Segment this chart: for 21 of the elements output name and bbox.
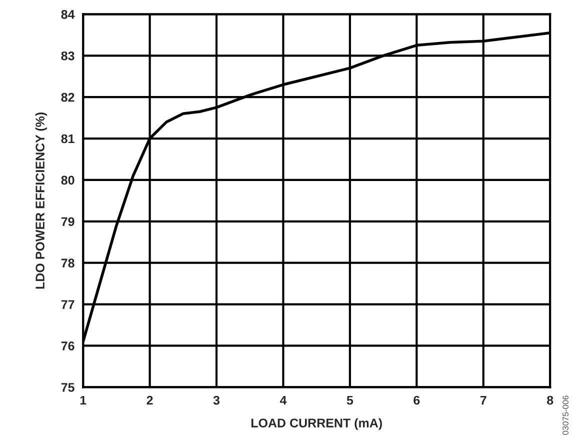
x-tick-label: 3	[213, 396, 220, 405]
x-tick-label: 5	[346, 396, 354, 405]
x-tick-label: 7	[480, 396, 486, 405]
y-tick-label: 78	[61, 258, 74, 268]
y-tick-label: 80	[61, 176, 74, 185]
x-tick-label: 8	[547, 396, 554, 405]
x-tick-label: 4	[280, 396, 287, 405]
y-axis-title: LDO POWER EFFICIENCY (%)	[35, 112, 47, 289]
y-tick-label: 76	[61, 342, 74, 350]
y-tick-label: 75	[61, 383, 74, 392]
y-tick-label: 82	[61, 92, 74, 102]
x-tick-label: 2	[146, 396, 153, 405]
y-tick-label: 77	[61, 300, 74, 309]
x-axis-title: LOAD CURRENT (mA)	[251, 418, 382, 430]
y-tick-label: 81	[61, 134, 74, 144]
x-tick-label: 1	[80, 396, 86, 405]
text: 03075-006	[562, 396, 568, 435]
y-tick-label: 84	[61, 10, 75, 19]
x-tick-label: 6	[414, 396, 420, 405]
y-tick-label: 83	[61, 51, 74, 60]
y-tick-label: 79	[61, 217, 74, 226]
